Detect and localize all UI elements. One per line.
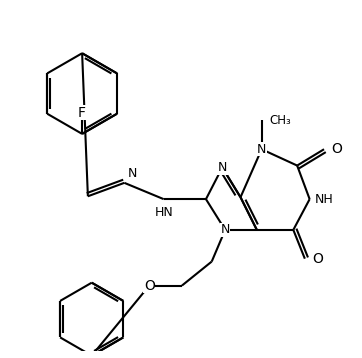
- Text: N: N: [257, 143, 266, 156]
- Text: NH: NH: [315, 193, 333, 205]
- Text: O: O: [144, 279, 155, 292]
- Text: N: N: [220, 223, 230, 236]
- Text: N: N: [127, 167, 137, 180]
- Text: N: N: [218, 161, 227, 174]
- Text: CH₃: CH₃: [269, 114, 291, 127]
- Text: O: O: [332, 142, 342, 156]
- Text: F: F: [78, 106, 86, 120]
- Text: O: O: [312, 252, 323, 266]
- Text: HN: HN: [154, 206, 173, 219]
